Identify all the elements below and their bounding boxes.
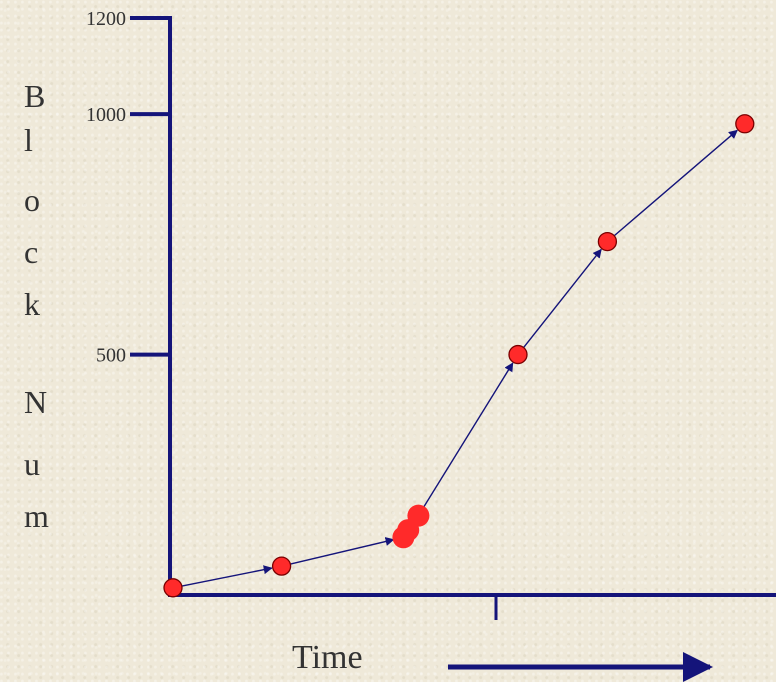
y-tick-labels: 500 1000 1200 [86, 8, 126, 367]
data-point-0 [163, 578, 183, 598]
y-label-letter-7: u [24, 446, 40, 482]
data-point-7 [735, 114, 755, 134]
y-label-letter-1: l [24, 122, 33, 158]
y-label-letter-3: c [24, 234, 39, 270]
y-tick-label-1200: 1200 [86, 8, 126, 30]
arrow-segment-6-7 [613, 129, 738, 237]
arrow-segment-4-5 [422, 362, 514, 509]
y-label-letter-0: B [24, 78, 46, 114]
y-label-letter-6: N [24, 384, 48, 420]
y-tick-label-500: 500 [96, 345, 126, 367]
x-axis-label: Time [292, 639, 363, 676]
axes [130, 16, 776, 620]
y-label-letter-4: k [24, 286, 40, 322]
arrow-segment-0-1 [181, 565, 273, 587]
data-point-6 [597, 231, 618, 252]
data-point-5 [508, 344, 528, 365]
data-point-1 [271, 556, 292, 576]
arrow-segment-5-6 [523, 248, 602, 348]
series-segments [181, 129, 738, 587]
arrow-segment-1-2 [290, 537, 395, 565]
series-points [163, 114, 755, 598]
y-label-letter-8: m [24, 498, 49, 534]
y-label-letter-2: o [24, 182, 40, 218]
data-point-4 [407, 504, 430, 527]
y-tick-label-1000: 1000 [86, 104, 126, 126]
